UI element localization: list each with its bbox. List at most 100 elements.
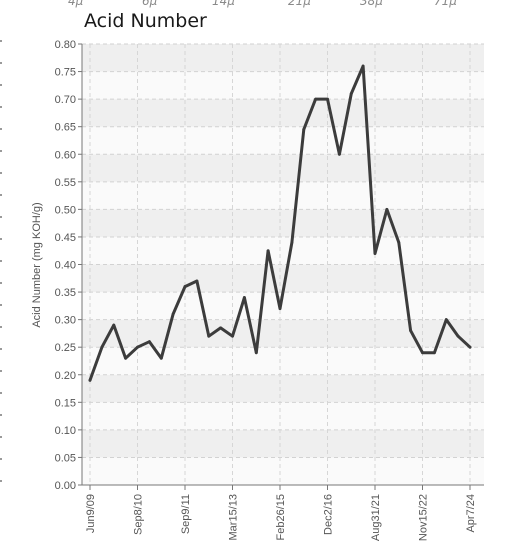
data-point bbox=[326, 97, 329, 101]
data-point bbox=[266, 249, 270, 253]
y-tick-label: 0.75 bbox=[55, 67, 76, 79]
y-tick-label: 0.15 bbox=[55, 397, 76, 409]
edge-mark bbox=[0, 40, 2, 42]
edge-mark bbox=[0, 370, 2, 372]
y-tick-label: 0.50 bbox=[55, 204, 76, 216]
y-tick-label: 0.55 bbox=[55, 177, 76, 189]
edge-mark bbox=[0, 128, 2, 130]
y-tick-label: 0.10 bbox=[55, 425, 76, 437]
data-point bbox=[337, 152, 341, 156]
edge-mark bbox=[0, 238, 2, 240]
edge-mark bbox=[0, 392, 2, 394]
data-point bbox=[373, 252, 377, 255]
data-point bbox=[397, 241, 401, 244]
data-point bbox=[195, 279, 199, 283]
data-point bbox=[136, 345, 139, 349]
data-point bbox=[385, 207, 389, 211]
y-tick-label: 0.70 bbox=[55, 94, 76, 106]
data-point bbox=[456, 334, 460, 338]
x-tick-label: Aug31/21 bbox=[370, 494, 382, 541]
data-point bbox=[147, 340, 151, 344]
plot-band bbox=[82, 319, 484, 348]
edge-mark bbox=[0, 194, 2, 196]
edge-mark bbox=[0, 480, 2, 482]
top-axis-label: 4µ bbox=[68, 0, 84, 8]
edge-mark bbox=[0, 62, 2, 64]
data-point bbox=[231, 334, 234, 338]
plot-band bbox=[82, 374, 484, 403]
top-axis-label: 21µ bbox=[288, 0, 311, 8]
y-tick-label: 0.00 bbox=[55, 480, 76, 492]
data-point bbox=[242, 296, 246, 299]
edge-mark bbox=[0, 216, 2, 218]
x-tick-label: Sep9/11 bbox=[180, 494, 192, 534]
plot-band bbox=[82, 429, 484, 458]
edge-mark bbox=[0, 304, 2, 306]
plot-band bbox=[82, 71, 484, 100]
x-tick-label: Sep8/10 bbox=[133, 494, 145, 535]
data-point bbox=[219, 326, 223, 330]
plot-band bbox=[82, 44, 484, 72]
data-point bbox=[468, 345, 472, 349]
plot-band bbox=[82, 181, 484, 210]
top-axis-label: 6µ bbox=[142, 0, 158, 8]
data-point bbox=[207, 334, 211, 338]
y-tick-label: 0.45 bbox=[55, 232, 76, 244]
edge-mark bbox=[0, 84, 2, 86]
plot-band bbox=[82, 99, 484, 127]
plot-band bbox=[82, 402, 484, 430]
data-point bbox=[100, 345, 104, 349]
x-tick-label: Jun9/09 bbox=[85, 494, 97, 533]
edge-mark bbox=[0, 282, 2, 284]
data-point bbox=[314, 97, 318, 101]
edge-mark bbox=[0, 414, 2, 416]
top-axis-label: 14µ bbox=[212, 0, 235, 8]
x-tick-label: Mar15/13 bbox=[228, 494, 240, 540]
plot-background bbox=[82, 44, 484, 485]
plot-band bbox=[82, 209, 484, 237]
edge-mark bbox=[0, 260, 2, 262]
top-axis-label: 71µ bbox=[434, 0, 457, 8]
edge-mark bbox=[0, 172, 2, 174]
data-point bbox=[290, 241, 294, 244]
top-axis-label: 38µ bbox=[360, 0, 383, 8]
data-point bbox=[361, 64, 365, 68]
data-point bbox=[88, 378, 92, 382]
left-edge-marks bbox=[0, 40, 3, 490]
data-point bbox=[183, 285, 187, 288]
plot-band bbox=[82, 154, 484, 182]
x-tick-labels: Jun9/09 Sep8/10 Sep9/11 Mar15/13 Feb26/15 Dec… bbox=[85, 494, 477, 541]
y-axis-label: Acid Number (mg KOH/g) bbox=[31, 202, 43, 327]
top-axis-strip: 4µ 6µ 14µ 21µ 38µ 71µ bbox=[0, 0, 508, 12]
y-tick-label: 0.20 bbox=[55, 370, 76, 382]
data-point bbox=[112, 323, 116, 327]
y-tick-label: 0.35 bbox=[55, 287, 76, 299]
data-point bbox=[302, 128, 306, 131]
edge-mark bbox=[0, 106, 2, 108]
x-tick-label: Nov15/22 bbox=[418, 494, 430, 541]
data-point bbox=[278, 307, 282, 310]
data-point bbox=[444, 318, 448, 322]
data-point bbox=[409, 329, 413, 333]
y-tick-label: 0.30 bbox=[55, 315, 76, 327]
y-tick-label: 0.05 bbox=[55, 452, 76, 464]
edge-mark bbox=[0, 436, 2, 438]
plot-band bbox=[82, 457, 484, 485]
y-tick-label: 0.65 bbox=[55, 122, 76, 134]
data-series bbox=[88, 64, 472, 382]
chart-title: Acid Number bbox=[84, 10, 207, 32]
y-tick-label: 0.40 bbox=[55, 260, 76, 272]
data-point bbox=[254, 351, 258, 355]
axes bbox=[78, 43, 484, 490]
x-tick-label: Apr7/24 bbox=[465, 494, 477, 533]
y-tick-label: 0.60 bbox=[55, 149, 76, 161]
data-point bbox=[421, 351, 424, 355]
y-tick-label: 0.25 bbox=[55, 342, 76, 354]
data-point bbox=[349, 92, 353, 96]
data-point bbox=[171, 312, 175, 316]
data-point bbox=[124, 356, 128, 360]
data-point bbox=[432, 351, 436, 355]
x-tick-label: Dec2/16 bbox=[323, 494, 335, 535]
edge-mark bbox=[0, 326, 2, 328]
